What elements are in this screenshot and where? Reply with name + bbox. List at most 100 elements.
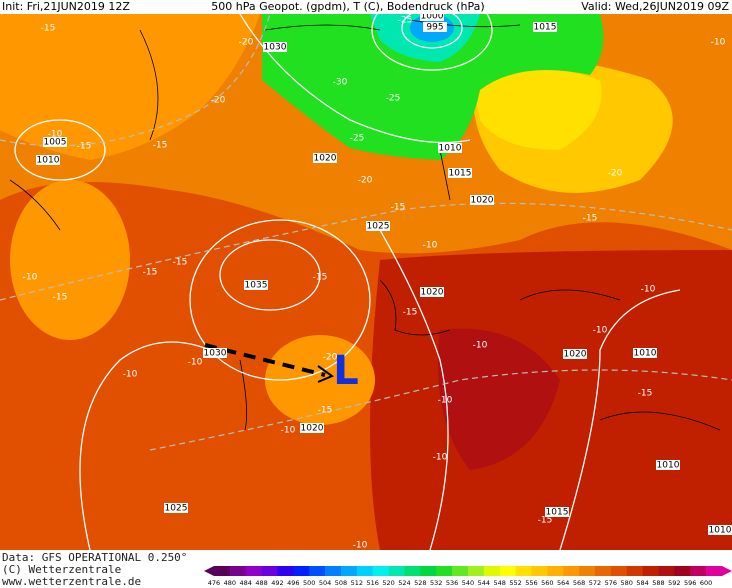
colorbar-label: 504 <box>319 579 331 587</box>
isobar-label-box <box>164 503 188 513</box>
colorbar-cell <box>626 566 643 576</box>
temperature-label: -20 <box>323 353 338 363</box>
isobar-label: 1020 <box>301 424 324 434</box>
isobar-label-box <box>43 137 67 147</box>
temperature-label: -15 <box>77 142 92 152</box>
coastline <box>9 19 721 431</box>
colorbar-cell <box>515 566 532 576</box>
isobar-label: 1020 <box>314 154 337 164</box>
isobar-label: 1030 <box>264 43 287 53</box>
colorbar-label: 488 <box>255 579 267 587</box>
colorbar-cell <box>674 566 691 576</box>
colorbar-label: 500 <box>303 579 315 587</box>
isobar-label: 1020 <box>471 196 494 206</box>
isobar-label-box <box>708 525 732 535</box>
colorbar-label: 548 <box>494 579 506 587</box>
colorbar-cell <box>404 566 421 576</box>
isobar-label: 1000 <box>421 12 444 22</box>
colorbar-cell <box>356 566 374 576</box>
colorbar-label: 556 <box>525 579 537 587</box>
data-source: Data: GFS OPERATIONAL 0.250° <box>2 551 187 564</box>
isobar-label: 1020 <box>564 350 587 360</box>
header-bar <box>0 0 732 14</box>
temperature-label: -10 <box>423 241 438 251</box>
colorbar-label: 536 <box>446 579 458 587</box>
colorbar-cell <box>595 566 612 576</box>
isobar-label-box <box>448 168 472 178</box>
temperature-label: -25 <box>398 16 413 26</box>
colorbar-label: 564 <box>557 579 569 587</box>
isobar-label: 1030 <box>204 349 227 359</box>
copyright: (C) Wetterzentrale <box>2 563 121 576</box>
temperature-label: -15 <box>143 268 158 278</box>
isobar-label: 1010 <box>439 144 462 154</box>
temperature-label: -20 <box>608 169 623 179</box>
valid-time: Valid: Wed,26JUN2019 09Z <box>581 0 729 13</box>
colorbar-label: 600 <box>700 579 712 587</box>
colorbar-cell <box>547 566 564 576</box>
temperature-label: -15 <box>313 273 328 283</box>
field-yellow-core <box>470 66 602 150</box>
colorbar-cell <box>420 566 437 576</box>
colorbar-label: 552 <box>509 579 521 587</box>
colorbar-label: 520 <box>382 579 394 587</box>
isobar-label-box <box>300 423 324 433</box>
isobar-label: 1035 <box>245 281 268 291</box>
website: www.wetterzentrale.de <box>2 575 141 588</box>
colorbar-label: 580 <box>621 579 633 587</box>
track-arrow <box>317 365 335 383</box>
colorbar-label: 524 <box>398 579 410 587</box>
isobar-label-box <box>244 280 268 290</box>
isobar-label-box <box>633 348 657 358</box>
colorbar-label: 496 <box>287 579 299 587</box>
colorbar: 476 480 484 488 492 496 500 504 508 512 516 520 524 5… <box>204 566 732 587</box>
colorbar-cell <box>245 566 262 576</box>
colorbar-cell <box>579 566 596 576</box>
colorbar-label: 512 <box>351 579 363 587</box>
colorbar-label: 508 <box>335 579 347 587</box>
field-low <box>265 335 375 425</box>
colorbar-cell <box>483 566 501 576</box>
colorbar-label: 576 <box>605 579 617 587</box>
colorbar-label: 492 <box>271 579 283 587</box>
colorbar-cell <box>563 566 580 576</box>
temperature-label: -15 <box>173 258 188 268</box>
isobar-label: 1015 <box>449 169 472 179</box>
colorbar-label: 588 <box>652 579 664 587</box>
colorbar-cell <box>531 566 548 576</box>
isobar-label: 1025 <box>165 504 188 514</box>
colorbar-cell <box>229 566 247 576</box>
isobar-label: 1020 <box>421 288 444 298</box>
colorbar-cell <box>658 566 675 576</box>
colorbar-cell <box>690 566 707 576</box>
colorbar-cell <box>436 566 453 576</box>
colorbar-label: 584 <box>636 579 648 587</box>
temperature-label: -10 <box>23 273 38 283</box>
isobar-label: 1005 <box>44 138 67 148</box>
temperature-label: -10 <box>188 358 203 368</box>
colorbar-label: 528 <box>414 579 426 587</box>
colorbar-cell <box>499 566 516 576</box>
colorbar-label: 540 <box>462 579 474 587</box>
temperature-label: -15 <box>638 389 653 399</box>
colorbar-label: 560 <box>541 579 553 587</box>
isobar-label-box <box>203 348 227 358</box>
isobar-label-box <box>420 14 444 21</box>
field-green <box>262 14 604 160</box>
isobar-label-box <box>563 349 587 359</box>
colorbar-label: 568 <box>573 579 585 587</box>
field-darkred <box>438 328 560 470</box>
colorbar-cell <box>452 566 469 576</box>
colorbar-cell <box>610 566 628 576</box>
colorbar-cell <box>309 566 326 576</box>
isobar-label: 1010 <box>709 526 732 536</box>
field-west <box>10 180 130 340</box>
isobar-label-box <box>420 287 444 297</box>
isobar-label-box <box>656 460 680 470</box>
isobar-label-box <box>470 195 494 205</box>
init-time: Init: Fri,21JUN2019 12Z <box>2 0 130 13</box>
temperature-label: -10 <box>711 38 726 48</box>
temperature-label: -20 <box>211 96 226 106</box>
